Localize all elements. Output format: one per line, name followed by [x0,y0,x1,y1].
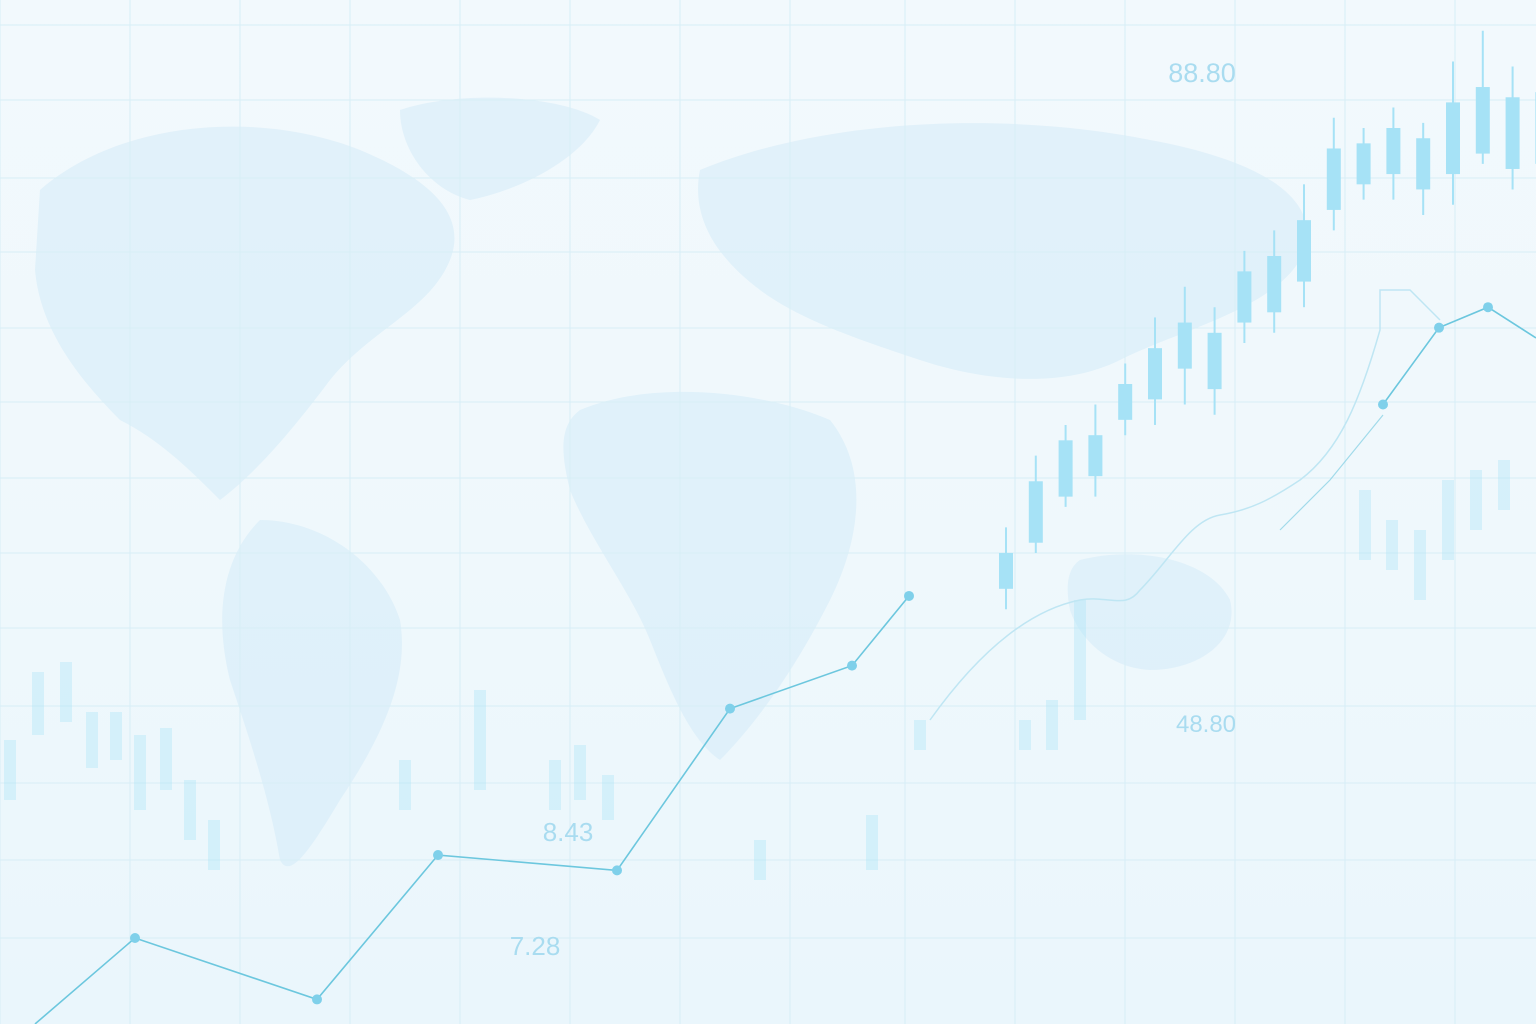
line-point-6 [847,660,857,671]
candle-body-13 [1386,128,1401,175]
faded-candle-21 [1386,520,1398,570]
faded-candle-15 [866,815,878,870]
line-point-3 [433,850,443,861]
candle-13 [1386,107,1401,200]
candle-body-14 [1416,138,1431,190]
price-label-8-43: 8.43 [543,817,594,847]
faded-candle-6 [160,728,172,790]
candle-0 [999,527,1013,610]
main-trend-line [34,595,910,1024]
candle-6 [1177,286,1192,405]
greenland-shape [400,97,600,200]
line-point-10 [1483,302,1493,313]
faded-candle-10 [474,690,486,790]
line-point-7 [904,590,914,601]
line-markers [130,302,1493,1005]
candle-body-3 [1088,435,1103,477]
faded-candle-18 [1046,700,1058,750]
faded-candle-4 [110,712,122,760]
price-labels: 88.80 48.80 8.43 7.28 [510,58,1236,961]
line-series [34,289,1536,1024]
line-point-2 [312,994,322,1005]
candle-16 [1475,30,1490,164]
line-point-5 [725,703,735,714]
faded-candle-17 [1019,720,1031,750]
candle-body-4 [1118,384,1133,420]
faded-candle-16 [914,720,926,750]
faded-candle-5 [134,735,146,810]
faded-candle-1 [32,672,44,735]
candle-body-9 [1267,256,1282,313]
faded-candle-9 [399,760,411,810]
candlestick-series [999,30,1536,610]
candle-7 [1207,307,1222,415]
candle-12 [1356,128,1371,200]
faded-candle-12 [574,745,586,800]
candle-2 [1058,424,1073,507]
line-point-9 [1434,322,1444,333]
candle-11 [1326,117,1341,231]
faded-candle-7 [184,780,196,840]
faded-candle-22 [1414,530,1426,600]
faded-candle-3 [86,712,98,768]
candle-body-10 [1297,220,1311,282]
candle-body-15 [1446,102,1460,175]
candle-body-12 [1356,143,1371,185]
candle-3 [1088,404,1103,497]
secondary-trend-line [929,289,1441,721]
candle-body-6 [1177,322,1192,369]
candle-14 [1416,122,1431,216]
south-america-shape [222,520,402,867]
candle-1 [1028,455,1043,553]
main-trend-line-upper [1382,306,1536,405]
candle-body-1 [1028,481,1043,543]
candle-body-5 [1148,348,1162,400]
faded-candle-8 [208,820,220,870]
candle-4 [1118,363,1133,436]
main-trend-line-connector [1279,414,1384,531]
faded-candle-24 [1470,470,1482,530]
faded-candle-20 [1359,490,1371,560]
line-point-1 [130,932,140,943]
candle-body-7 [1207,332,1222,390]
africa-shape [563,391,857,760]
faded-candle-13 [602,775,614,820]
candle-body-11 [1326,148,1341,210]
australia-shape [1067,554,1232,670]
candle-5 [1148,317,1162,425]
price-label-7-28: 7.28 [510,931,561,961]
faded-candle-25 [1498,460,1510,510]
candle-8 [1237,250,1252,344]
faded-candle-11 [549,760,561,810]
candle-15 [1446,61,1460,205]
faded-candles [4,460,1510,880]
faded-candle-23 [1442,480,1454,560]
faded-candle-14 [754,840,766,880]
price-label-88-80: 88.80 [1168,58,1236,88]
candle-9 [1267,230,1282,333]
candle-body-16 [1475,87,1490,154]
faded-candle-0 [4,740,16,800]
candle-body-2 [1058,440,1073,497]
candle-body-0 [999,552,1013,589]
line-point-8 [1378,399,1388,410]
europe-asia-shape [698,123,1307,379]
faded-candle-2 [60,662,72,722]
price-label-48-80: 48.80 [1176,711,1236,738]
candle-10 [1297,184,1311,308]
faded-candle-19 [1074,600,1086,720]
candle-body-17 [1505,97,1520,169]
candle-body-8 [1237,271,1252,323]
candle-17 [1505,66,1520,190]
line-point-4 [612,865,622,876]
